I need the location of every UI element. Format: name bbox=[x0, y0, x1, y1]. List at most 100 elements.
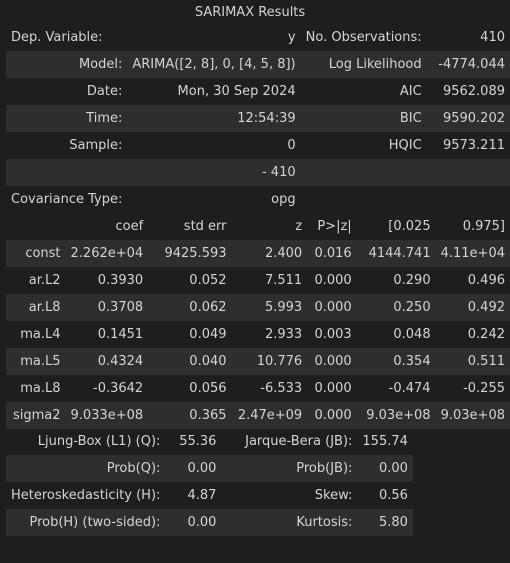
table-row: ar.L2 0.3930 0.052 7.511 0.000 0.290 0.4… bbox=[6, 267, 510, 294]
summary-label bbox=[6, 159, 128, 186]
summary-label bbox=[300, 159, 427, 186]
summary-label: Time: bbox=[6, 105, 128, 132]
diagnostic-value: 0.00 bbox=[165, 455, 222, 482]
table-cell: 0.056 bbox=[189, 381, 227, 396]
table-cell: 9.03e+08 bbox=[435, 402, 510, 429]
table-row: ar.L8 0.3708 0.062 5.993 0.000 0.250 0.4… bbox=[6, 294, 510, 321]
table-cell: 5.993 bbox=[231, 294, 308, 321]
table-row: ma.L4 0.1451 0.049 2.933 0.003 0.048 0.2… bbox=[6, 321, 510, 348]
diagnostic-value: 0.56 bbox=[378, 488, 408, 503]
table-cell: 0.492 bbox=[435, 294, 510, 321]
summary-value: y bbox=[287, 30, 296, 45]
summary-value: -4774.044 bbox=[426, 51, 510, 78]
summary-value: 410 bbox=[480, 30, 505, 45]
column-header: std err bbox=[183, 219, 227, 234]
table-cell: -0.255 bbox=[463, 381, 505, 396]
table-cell: 0.4324 bbox=[65, 348, 149, 375]
table-cell: -6.533 bbox=[260, 381, 303, 396]
summary-label: Covariance Type: bbox=[11, 192, 123, 207]
table-cell: 0.365 bbox=[148, 402, 232, 429]
diagnostic-label: Prob(JB): bbox=[221, 455, 358, 482]
summary-row: Date: Mon, 30 Sep 2024 AIC 9562.089 bbox=[6, 78, 510, 105]
table-cell: 0.250 bbox=[356, 294, 436, 321]
table-cell: 9.03e+08 bbox=[356, 402, 436, 429]
table-cell: 4.11e+04 bbox=[435, 240, 510, 267]
table-cell: 0.000 bbox=[314, 273, 352, 288]
table-cell: -0.3642 bbox=[93, 381, 144, 396]
diagnostics-row: Ljung-Box (L1) (Q): 55.36 Jarque-Bera (J… bbox=[6, 428, 413, 455]
column-header bbox=[6, 213, 66, 240]
table-cell: 0.3708 bbox=[65, 294, 149, 321]
summary-label: Model: bbox=[6, 51, 128, 78]
diagnostic-label: Prob(H) (two-sided): bbox=[6, 509, 166, 536]
results-caption: SARIMAX Results bbox=[194, 5, 306, 20]
summary-value: ARIMA([2, 8], 0, [4, 5, 8]) bbox=[127, 51, 301, 78]
summary-row: Model: ARIMA([2, 8], 0, [4, 5, 8]) Log L… bbox=[6, 51, 510, 78]
table-cell: 0.040 bbox=[148, 348, 232, 375]
diagnostic-label: Skew: bbox=[314, 488, 353, 503]
diagnostic-value: 0.00 bbox=[357, 455, 413, 482]
summary-label: Dep. Variable: bbox=[11, 30, 103, 45]
diagnostic-value: 5.80 bbox=[357, 509, 413, 536]
table-cell: 9425.593 bbox=[148, 240, 232, 267]
column-header: 0.975] bbox=[462, 219, 505, 234]
summary-value: 9573.211 bbox=[442, 138, 505, 153]
table-cell: 10.776 bbox=[231, 348, 308, 375]
table-cell: 0.000 bbox=[307, 402, 357, 429]
table-cell: 0.496 bbox=[467, 273, 505, 288]
diagnostics-row: Prob(H) (two-sided): 0.00 Kurtosis: 5.80 bbox=[6, 509, 413, 536]
diagnostic-label: Ljung-Box (L1) (Q): bbox=[37, 434, 161, 449]
table-cell: 0.354 bbox=[356, 348, 436, 375]
summary-row: Time: 12:54:39 BIC 9590.202 bbox=[6, 105, 510, 132]
table-cell: -0.474 bbox=[388, 381, 431, 396]
summary-label: No. Observations: bbox=[305, 30, 422, 45]
param-name: ma.L4 bbox=[20, 327, 61, 342]
table-row: const 2.262e+04 9425.593 2.400 0.016 414… bbox=[6, 240, 510, 267]
param-name: const bbox=[6, 240, 66, 267]
summary-value bbox=[426, 159, 510, 186]
summary-value: - 410 bbox=[127, 159, 301, 186]
table-cell: 0.016 bbox=[307, 240, 357, 267]
diagnostic-label: Jarque-Bera (JB): bbox=[245, 434, 353, 449]
summary-value: opg bbox=[271, 192, 296, 207]
column-header: P>|z| bbox=[317, 219, 352, 234]
summary-row: - 410 bbox=[6, 159, 510, 186]
param-name: ma.L8 bbox=[20, 381, 61, 396]
diagnostics-row: Prob(Q): 0.00 Prob(JB): 0.00 bbox=[6, 455, 413, 482]
summary-row: Sample: 0 HQIC 9573.211 bbox=[6, 132, 510, 159]
table-cell: 2.400 bbox=[231, 240, 308, 267]
summary-label: Log Likelihood bbox=[300, 51, 427, 78]
summary-value: 9562.089 bbox=[442, 84, 505, 99]
summary-table: Dep. Variable: y No. Observations: 410 M… bbox=[6, 24, 510, 213]
table-cell: 2.262e+04 bbox=[65, 240, 149, 267]
table-cell: 7.511 bbox=[264, 273, 303, 288]
param-name: ar.L2 bbox=[28, 273, 61, 288]
table-cell: 0.000 bbox=[307, 294, 357, 321]
diagnostic-value: 0.00 bbox=[165, 509, 222, 536]
table-cell: 2.47e+09 bbox=[231, 402, 308, 429]
column-header: coef bbox=[115, 219, 144, 234]
coefficients-header-row: coef std err z P>|z| [0.025 0.975] bbox=[6, 213, 510, 240]
table-row: ma.L5 0.4324 0.040 10.776 0.000 0.354 0.… bbox=[6, 348, 510, 375]
table-cell: 0.048 bbox=[393, 327, 431, 342]
table-cell: 9.033e+08 bbox=[65, 402, 149, 429]
column-header: z bbox=[295, 219, 303, 234]
table-cell: 0.242 bbox=[467, 327, 505, 342]
param-name: ar.L8 bbox=[6, 294, 66, 321]
table-cell: 0.290 bbox=[393, 273, 431, 288]
diagnostic-value: 4.87 bbox=[187, 488, 217, 503]
table-cell: 0.000 bbox=[307, 348, 357, 375]
table-cell: 0.511 bbox=[435, 348, 510, 375]
diagnostics-row: Heteroskedasticity (H): 4.87 Skew: 0.56 bbox=[6, 482, 413, 509]
table-cell: 0.1451 bbox=[97, 327, 144, 342]
table-cell: 0.003 bbox=[314, 327, 352, 342]
diagnostic-label: Kurtosis: bbox=[221, 509, 358, 536]
summary-label: Sample: bbox=[69, 138, 123, 153]
table-cell: 0.049 bbox=[189, 327, 227, 342]
summary-label: Date: bbox=[86, 84, 123, 99]
table-row: sigma2 9.033e+08 0.365 2.47e+09 0.000 9.… bbox=[6, 402, 510, 429]
diagnostics-table: Ljung-Box (L1) (Q): 55.36 Jarque-Bera (J… bbox=[6, 428, 413, 536]
table-cell: 0.000 bbox=[314, 381, 352, 396]
table-cell: 0.062 bbox=[148, 294, 232, 321]
param-name: sigma2 bbox=[6, 402, 66, 429]
